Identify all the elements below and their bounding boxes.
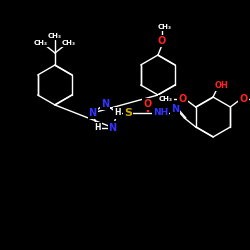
Text: N: N bbox=[101, 99, 109, 109]
Text: CH₃: CH₃ bbox=[62, 40, 76, 46]
Text: N: N bbox=[88, 108, 97, 118]
Text: O: O bbox=[143, 99, 152, 109]
Text: OH: OH bbox=[215, 80, 229, 90]
Text: H: H bbox=[114, 108, 120, 118]
Text: CH₃: CH₃ bbox=[159, 96, 173, 102]
Text: N: N bbox=[108, 122, 117, 132]
Text: NH: NH bbox=[153, 108, 168, 118]
Text: N: N bbox=[171, 104, 179, 114]
Text: O: O bbox=[239, 94, 248, 104]
Text: O: O bbox=[178, 94, 187, 104]
Text: S: S bbox=[124, 108, 132, 118]
Text: CH₃: CH₃ bbox=[158, 24, 172, 30]
Text: CH₃: CH₃ bbox=[34, 40, 48, 46]
Text: O: O bbox=[158, 36, 166, 46]
Text: H: H bbox=[94, 123, 100, 132]
Text: CH₃: CH₃ bbox=[48, 33, 62, 39]
